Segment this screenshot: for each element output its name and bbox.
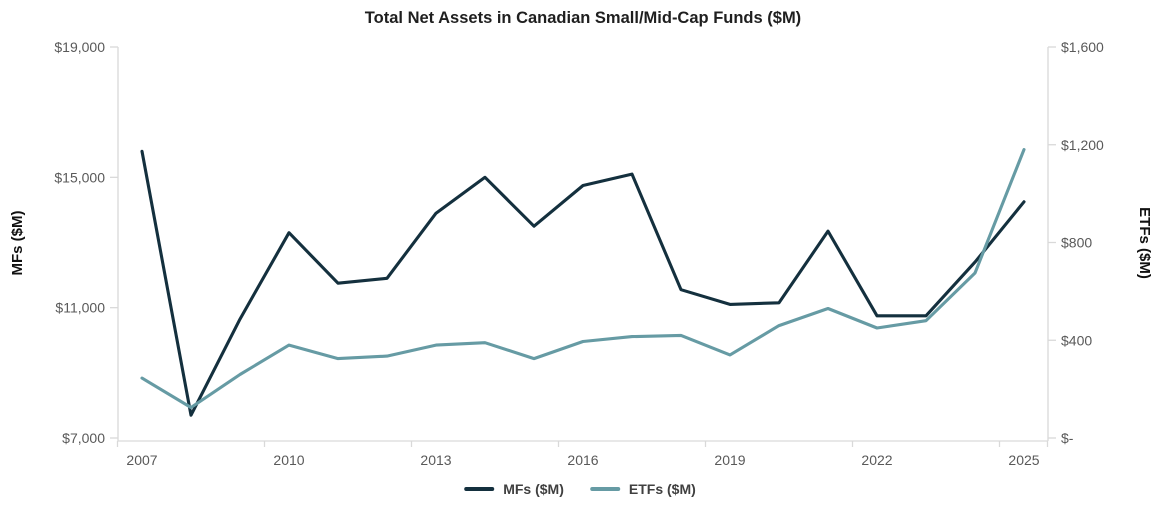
legend-label: ETFs ($M) — [628, 481, 696, 497]
x-axis-ticks: 2007 2010 2013 2016 2019 2022 2025 — [116, 441, 1049, 468]
x-tick-label: 2019 — [714, 452, 745, 468]
legend-item: ETFs ($M) — [589, 481, 696, 497]
left-axis-ticks: $19,000 $15,000 $11,000 $7,000 — [54, 39, 118, 446]
x-tick-label: 2007 — [126, 452, 157, 468]
left-tick-label: $19,000 — [54, 39, 105, 55]
right-tick-label: $800 — [1061, 235, 1092, 251]
chart-title: Total Net Assets in Canadian Small/Mid-C… — [365, 9, 801, 27]
legend-swatch — [589, 487, 620, 491]
x-tick-label: 2025 — [1008, 452, 1039, 468]
left-tick-label: $11,000 — [55, 300, 105, 316]
legend-label: MFs ($M) — [503, 481, 564, 497]
axes — [117, 47, 1049, 442]
left-tick-label: $7,000 — [62, 430, 105, 446]
right-tick-label: $- — [1061, 430, 1074, 446]
legend: MFs ($M) ETFs ($M) — [464, 481, 696, 497]
left-axis-title: MFs ($M) — [9, 211, 26, 276]
legend-item: MFs ($M) — [464, 481, 564, 497]
x-tick-label: 2013 — [420, 452, 451, 468]
right-axis-title: ETFs ($M) — [1136, 207, 1153, 279]
series-lines — [140, 148, 1026, 417]
right-tick-label: $1,600 — [1061, 39, 1104, 55]
x-tick-label: 2016 — [567, 452, 598, 468]
x-tick-label: 2010 — [273, 452, 304, 468]
left-tick-label: $15,000 — [54, 169, 105, 185]
right-tick-label: $1,200 — [1061, 137, 1104, 153]
x-tick-label: 2022 — [861, 452, 892, 468]
right-tick-label: $400 — [1061, 332, 1092, 348]
series-line-mfs — [140, 149, 1026, 417]
series-line-etfs — [140, 148, 1026, 410]
legend-swatch — [464, 487, 495, 491]
right-axis-ticks: $1,600 $1,200 $800 $400 $- — [1048, 39, 1104, 446]
